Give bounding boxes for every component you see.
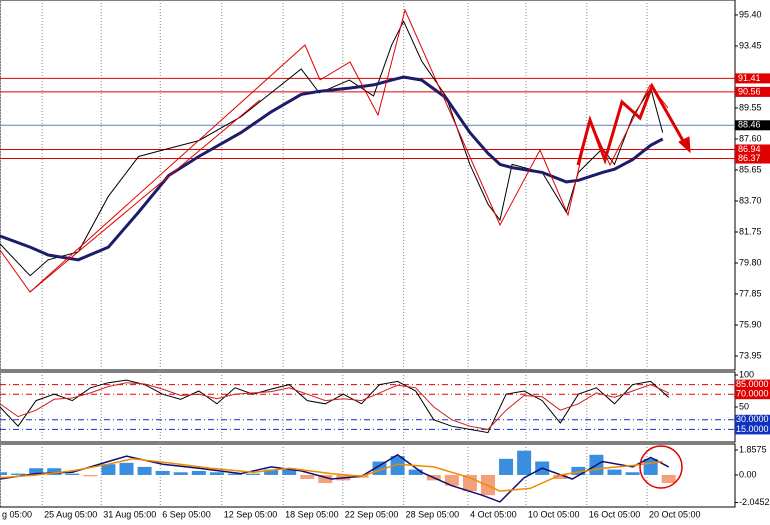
- histogram-bar: [191, 470, 206, 475]
- histogram-bar: [173, 472, 188, 475]
- level-label-box: [735, 379, 770, 390]
- zigzag-line: [319, 8, 669, 227]
- series-line: [0, 75, 664, 262]
- histogram-bar: [65, 473, 80, 475]
- histogram-bar: [29, 468, 44, 475]
- indicator-line: [0, 458, 663, 492]
- histogram-bar: [246, 473, 261, 475]
- histogram-bar: [607, 469, 622, 475]
- level-label-box: [735, 86, 770, 97]
- histogram-bar: [11, 473, 26, 475]
- x-tick-label: 16 Oct 05:00: [589, 509, 641, 519]
- level-label-box: [735, 144, 770, 155]
- x-tick-label: 20 Oct 05:00: [649, 509, 701, 519]
- level-label: 86.37: [738, 153, 761, 163]
- histogram-bar: [643, 458, 658, 475]
- level-label: 86.94: [738, 144, 761, 154]
- histogram-bar: [444, 474, 459, 486]
- indicator-line: [0, 453, 670, 503]
- panel-frame: [0, 0, 736, 371]
- histogram-bar: [408, 469, 423, 475]
- histogram-bar: [390, 456, 405, 475]
- y-tick-label: 77.85: [739, 288, 762, 298]
- histogram-bar: [101, 464, 116, 475]
- level-label: 70.0000: [736, 389, 769, 399]
- histogram-bar: [0, 472, 7, 475]
- histogram-bar: [282, 468, 297, 475]
- level-label: 91.41: [738, 73, 761, 83]
- x-tick-label: 18 Sep 05:00: [285, 509, 339, 519]
- histogram-bar: [553, 474, 568, 480]
- y-tick-label: 83.70: [739, 195, 762, 205]
- y-tick-label: 81.75: [739, 226, 762, 236]
- y-tick-label: 1.8575: [739, 444, 767, 454]
- panel-frame: [0, 443, 736, 508]
- x-tick-label: 4 Oct 05:00: [470, 509, 517, 519]
- x-tick-label: g 05:00: [2, 509, 32, 519]
- histogram-bar: [83, 474, 98, 477]
- histogram-bar: [499, 458, 514, 475]
- histogram-bar: [155, 470, 170, 475]
- histogram-bar: [119, 462, 134, 475]
- arrow-path: [576, 82, 688, 166]
- x-tick-label: 31 Aug 05:00: [103, 509, 156, 519]
- highlight-circle: [639, 445, 683, 489]
- series-line: [0, 382, 669, 430]
- level-label: 90.56: [738, 86, 761, 96]
- x-tick-label: 12 Sep 05:00: [224, 509, 278, 519]
- annotations: [0, 8, 691, 489]
- y-tick-label: 0.00: [739, 469, 757, 479]
- series-line: [0, 20, 664, 277]
- histogram-bar: [517, 450, 532, 475]
- level-label: 85.0000: [736, 379, 769, 389]
- y-tick-label: 87.60: [739, 133, 762, 143]
- histogram-bar: [264, 469, 279, 475]
- x-tick-label: 28 Sep 05:00: [406, 509, 460, 519]
- y-tick-label: 75.90: [739, 319, 762, 329]
- level-label: 15.0000: [736, 424, 769, 434]
- level-label-box: [735, 414, 770, 425]
- histogram-bar: [571, 466, 586, 475]
- histogram-bar: [47, 468, 62, 475]
- x-tick-label: 22 Sep 05:00: [345, 509, 399, 519]
- histogram-bar: [227, 473, 242, 475]
- histogram-bar: [318, 474, 333, 484]
- series-line: [0, 379, 670, 434]
- y-tick-label: 50: [739, 401, 749, 411]
- y-tick-label: -2.0452: [739, 497, 770, 507]
- histogram-bar: [661, 474, 676, 484]
- y-tick-label: 95.40: [739, 9, 762, 19]
- histogram-bar: [209, 472, 224, 475]
- x-tick-label: 10 Oct 05:00: [528, 509, 580, 519]
- level-label-box: [735, 73, 770, 84]
- arrow-head: [678, 136, 691, 154]
- y-tick-label: 79.80: [739, 257, 762, 267]
- x-tick-label: 25 Aug 05:00: [44, 509, 97, 519]
- level-label-box: [735, 120, 770, 131]
- histogram-bar: [300, 474, 315, 480]
- x-tick-label: 6 Sep 05:00: [162, 509, 211, 519]
- channel-line: [0, 44, 321, 293]
- y-tick-label: 85.65: [739, 164, 762, 174]
- histogram-bar: [625, 472, 640, 475]
- level-label-box: [735, 153, 770, 164]
- level-label: 30.0000: [736, 414, 769, 424]
- y-tick-label: 93.45: [739, 40, 762, 50]
- y-tick-label: 89.55: [739, 102, 762, 112]
- y-tick-label: 73.95: [739, 350, 762, 360]
- channel-line: [29, 99, 261, 293]
- histogram-bar: [137, 466, 152, 475]
- y-tick-label: 100: [739, 369, 754, 379]
- level-label-box: [735, 389, 770, 400]
- level-label: 88.46: [738, 120, 761, 130]
- level-label-box: [735, 424, 770, 435]
